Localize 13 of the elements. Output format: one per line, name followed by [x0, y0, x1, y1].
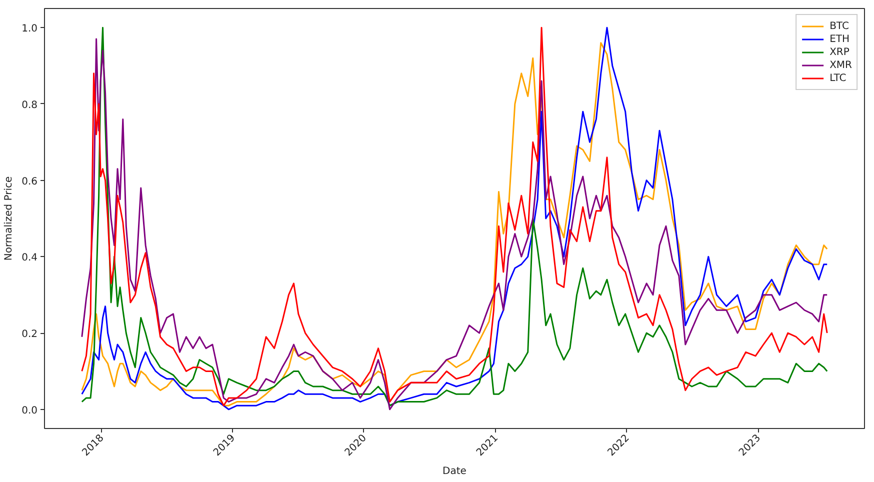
x-axis-title: Date: [442, 466, 466, 478]
legend-label: BTC: [830, 20, 850, 32]
y-tick-label: 0.4: [22, 252, 38, 264]
y-tick-label: 0.2: [22, 329, 38, 340]
legend-label: XRP: [830, 46, 850, 58]
y-tick-label: 0.0: [22, 405, 38, 416]
y-tick-label: 0.8: [22, 100, 38, 111]
y-tick-label: 0.6: [22, 176, 38, 188]
legend-label: ETH: [830, 34, 850, 44]
legend-label: LTC: [830, 72, 848, 84]
y-axis-title: Normalized Price: [4, 176, 15, 261]
y-tick-label: 1.0: [22, 24, 38, 35]
legend-label: XMR: [830, 60, 852, 70]
